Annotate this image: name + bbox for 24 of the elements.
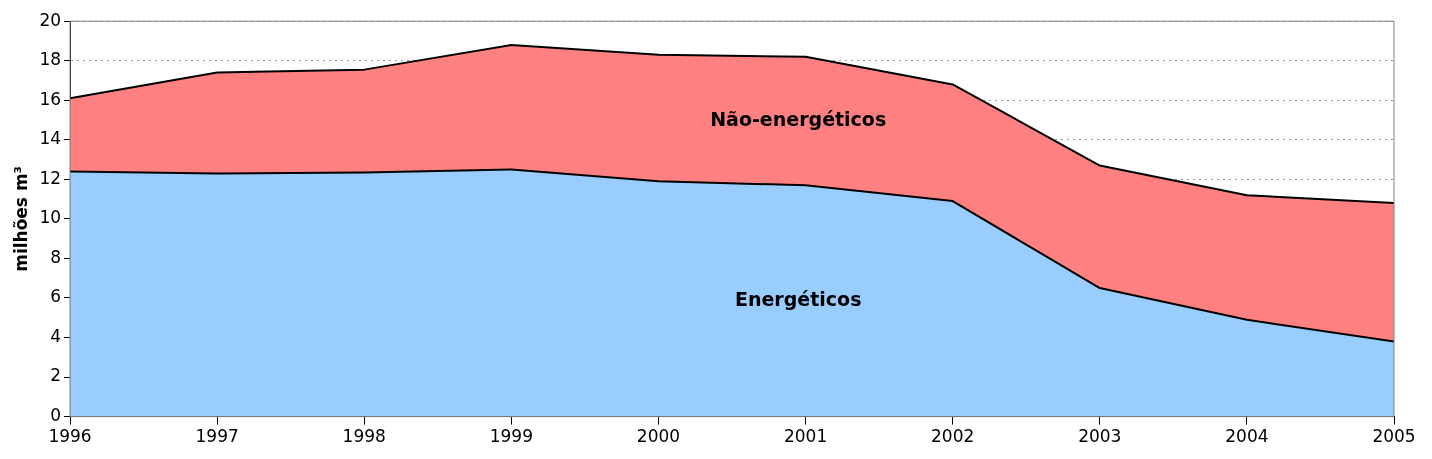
y-tick-label: 2 [50, 365, 62, 386]
y-tick-label: 20 [39, 9, 62, 30]
x-tick-label: 1998 [342, 426, 386, 447]
series-label: Não-energéticos [710, 107, 887, 130]
y-tick-label: 18 [39, 49, 62, 70]
y-tick-label: 6 [50, 286, 62, 307]
y-tick-label: 12 [39, 167, 62, 188]
x-tick-label: 2003 [1078, 426, 1122, 447]
y-axis-title: milhões m³ [10, 165, 31, 272]
y-tick-label: 8 [50, 246, 62, 267]
y-tick-label: 14 [39, 128, 62, 149]
y-tick-label: 4 [50, 325, 62, 346]
x-tick-label: 1997 [195, 426, 239, 447]
x-tick-label: 2002 [931, 426, 975, 447]
x-tick-label: 2005 [1372, 426, 1416, 447]
series-label: Energéticos [734, 287, 862, 310]
x-tick-label: 1999 [489, 426, 533, 447]
x-tick-label: 2000 [636, 426, 681, 447]
y-tick-label: 10 [39, 207, 62, 228]
x-tick-label: 2004 [1225, 426, 1269, 447]
x-tick-label: 1996 [48, 426, 92, 447]
y-tick-label: 16 [39, 88, 62, 109]
x-tick-label: 2001 [783, 426, 828, 447]
y-tick-label: 0 [50, 405, 62, 426]
